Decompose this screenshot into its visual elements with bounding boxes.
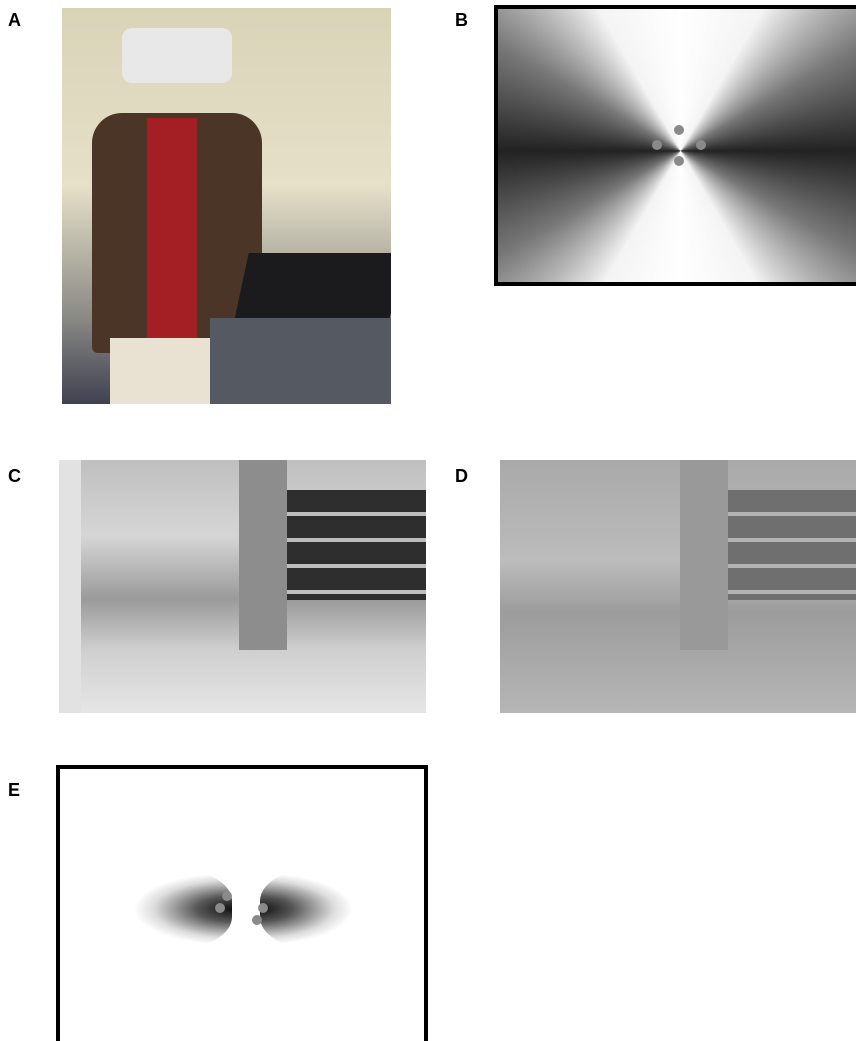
marker — [696, 140, 706, 150]
wall — [680, 460, 728, 650]
panel-e — [56, 765, 428, 1041]
mailboxes — [728, 490, 856, 600]
photo-d — [500, 460, 856, 713]
marker — [674, 125, 684, 135]
headset — [122, 28, 232, 83]
marker — [258, 903, 268, 913]
marker — [652, 140, 662, 150]
wedge — [260, 869, 392, 949]
mailboxes — [287, 490, 426, 600]
wall — [239, 460, 287, 650]
person-pants — [110, 338, 210, 404]
marker — [674, 156, 684, 166]
table — [210, 318, 391, 404]
panel-b — [494, 5, 856, 286]
photo-a — [62, 8, 391, 404]
marker — [215, 903, 225, 913]
panel-label: B — [455, 10, 468, 31]
figure: A B C D E (() => { const data = JSON.par… — [0, 0, 856, 1041]
wedge — [92, 869, 232, 949]
marker — [252, 915, 262, 925]
photo-c — [59, 460, 426, 713]
panel-label: D — [455, 466, 468, 487]
person-shirt — [147, 118, 197, 348]
marker — [222, 891, 232, 901]
panel-label: E — [8, 780, 20, 801]
wall — [59, 460, 81, 713]
panel-label: A — [8, 10, 21, 31]
panel-label: C — [8, 466, 21, 487]
